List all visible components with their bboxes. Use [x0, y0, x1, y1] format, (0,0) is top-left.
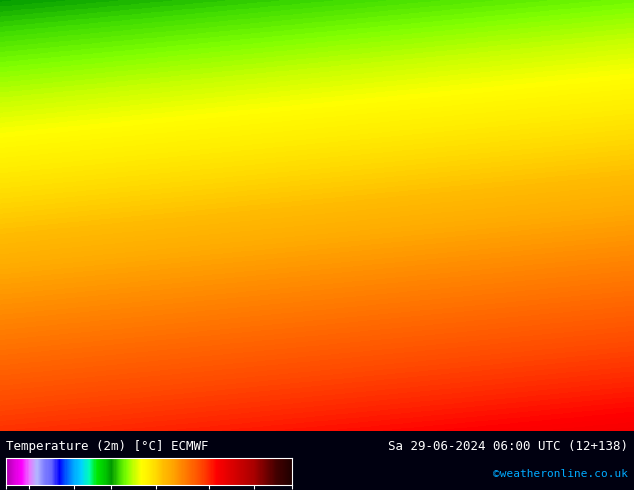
Text: ©weatheronline.co.uk: ©weatheronline.co.uk: [493, 469, 628, 479]
Text: Sa 29-06-2024 06:00 UTC (12+138): Sa 29-06-2024 06:00 UTC (12+138): [387, 440, 628, 453]
Text: Temperature (2m) [°C] ECMWF: Temperature (2m) [°C] ECMWF: [6, 440, 209, 453]
